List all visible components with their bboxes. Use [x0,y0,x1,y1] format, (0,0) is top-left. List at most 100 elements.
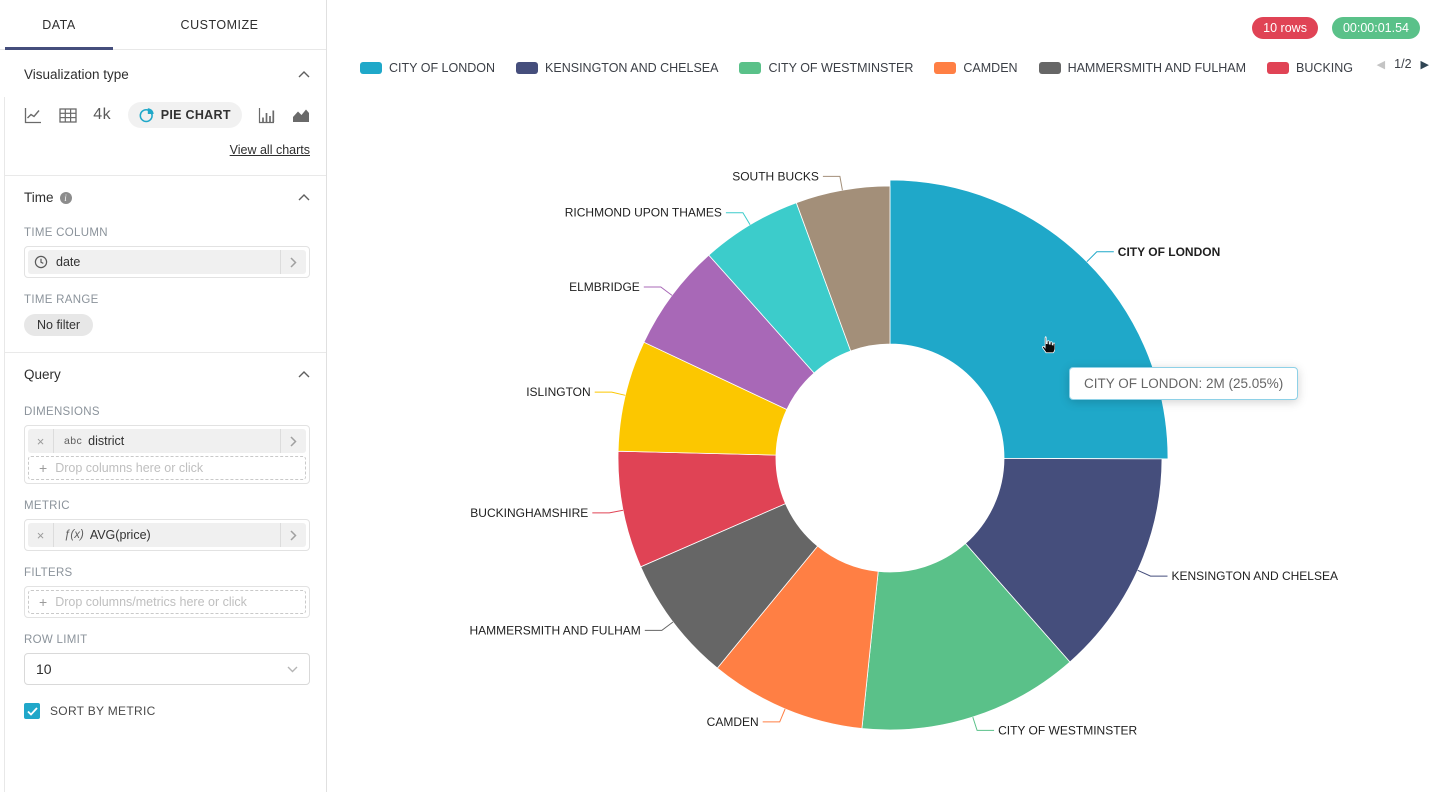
pie-label-line [1137,569,1168,577]
time-section-title: Time [24,190,54,205]
filters-label: FILTERS [24,567,73,579]
chevron-right-icon[interactable] [280,250,306,274]
area-chart-icon[interactable] [292,108,310,123]
table-icon[interactable] [58,107,77,123]
pie-label: BUCKINGHAMSHIRE [470,506,588,520]
remove-icon[interactable]: × [28,429,54,453]
query-status-badges: 10 rows 00:00:01.54 [1252,17,1420,39]
legend-item[interactable]: KENSINGTON AND CHELSEA [516,61,718,75]
clock-icon [28,250,54,274]
row-limit-select[interactable]: 10 [24,653,310,685]
dimension-value: district [88,434,125,448]
dimensions-drop-placeholder: Drop columns here or click [55,461,204,475]
big-number-icon[interactable]: 4k [93,106,112,123]
plus-icon: + [39,594,48,610]
pie-label: CITY OF LONDON [1118,245,1220,259]
metric-value: AVG(price) [89,528,151,542]
legend-swatch [516,62,539,74]
legend-swatch [1038,62,1061,74]
legend-pager: ◀ 1/2 ▶ [1377,57,1429,71]
checkbox-checked-icon[interactable] [24,703,40,719]
chart-tooltip: CITY OF LONDON: 2M (25.05%) [1069,367,1299,400]
legend-swatch [739,62,762,74]
pie-label-line [972,716,995,731]
tab-customize[interactable]: CUSTOMIZE [113,0,326,49]
viz-type-section: Visualization type [0,50,326,175]
legend-swatch [1267,62,1290,74]
control-panel: DATA CUSTOMIZE Visualization type [0,0,327,792]
time-range-filter-pill[interactable]: No filter [24,314,94,336]
tab-data-label: DATA [42,17,76,32]
pie-label-line [822,175,843,191]
query-section: Query DIMENSIONS × abc district + Drop c… [0,353,326,735]
row-limit-label: ROW LIMIT [24,634,88,646]
pie-label: CAMDEN [707,715,759,729]
pie-label-line [725,212,751,226]
tab-data[interactable]: DATA [5,0,113,50]
time-column-value: date [56,255,81,269]
chevron-up-icon[interactable] [298,71,310,78]
row-count-badge: 10 rows [1252,17,1318,39]
pie-slice[interactable] [889,179,1169,460]
metric-avg-price-option[interactable]: × ƒ(x) AVG(price) [28,523,306,547]
sort-by-metric-toggle[interactable]: SORT BY METRIC [24,703,310,719]
chart-legend: CITY OF LONDON KENSINGTON AND CHELSEA CITY… [360,58,1354,78]
plus-icon: + [39,460,48,476]
pie-label-line [762,708,786,723]
chart-container: 10 rows 00:00:01.54 CITY OF LONDON KENSIN… [327,0,1442,792]
legend-label: HAMMERSMITH AND FULHAM [1067,61,1247,75]
pie-chart-icon [139,108,154,123]
pie-label: RICHMOND UPON THAMES [565,206,722,220]
dimensions-control: × abc district + Drop columns here or cl… [24,425,310,484]
time-section: Time i TIME COLUMN date [0,176,326,352]
legend-next-icon[interactable]: ▶ [1420,57,1429,71]
row-limit-value: 10 [36,661,52,677]
view-all-charts-link[interactable]: View all charts [229,143,310,157]
legend-page-indicator: 1/2 [1394,57,1412,71]
dimensions-drop-zone[interactable]: + Drop columns here or click [28,456,306,480]
datasource-panel-border [4,97,5,792]
selected-viz-pie-chart[interactable]: PIE CHART [127,102,242,128]
legend-item[interactable]: HAMMERSMITH AND FULHAM [1038,61,1247,75]
pie-label-line [1086,251,1114,263]
filters-drop-zone[interactable]: + Drop columns/metrics here or click [28,590,306,614]
filters-drop-placeholder: Drop columns/metrics here or click [55,595,247,609]
panel-tab-bar: DATA CUSTOMIZE [0,0,326,50]
column-type-tag: abc [64,435,83,447]
legend-swatch [360,62,382,74]
dimensions-label: DIMENSIONS [24,406,100,418]
legend-item[interactable]: CAMDEN [934,61,1018,75]
remove-icon[interactable]: × [28,523,54,547]
legend-label: CITY OF WESTMINSTER [768,61,914,75]
pie-slice[interactable] [861,542,1071,731]
legend-label: BUCKINGHAMSHIRE [1296,61,1354,75]
pie-chart: CITY OF LONDON KENSINGTON AND CHELSEA CITY… [469,169,1338,737]
hand-cursor [1042,336,1055,354]
chevron-down-icon [287,666,298,672]
legend-item[interactable]: CITY OF WESTMINSTER [739,61,913,75]
chevron-up-icon[interactable] [298,371,310,378]
pie-label: CITY OF WESTMINSTER [998,723,1137,737]
chevron-up-icon[interactable] [298,194,310,201]
bar-chart-icon[interactable] [258,107,275,124]
viz-type-title: Visualization type [24,67,129,82]
dimension-district-option[interactable]: × abc district [28,429,306,453]
legend-item[interactable]: BUCKINGHAMSHIRE [1267,61,1354,75]
chevron-right-icon[interactable] [280,429,306,453]
time-column-label: TIME COLUMN [24,227,108,239]
pie-label-line [644,621,674,631]
legend-swatch [934,62,957,74]
time-column-option[interactable]: date [28,250,306,274]
pie-label: SOUTH BUCKS [732,169,819,183]
line-chart-icon[interactable] [24,107,42,124]
pie-slice[interactable] [964,457,1163,663]
pie-label-line [594,391,626,396]
legend-item[interactable]: CITY OF LONDON [360,61,495,75]
pie-label-line [592,509,624,514]
legend-prev-icon[interactable]: ◀ [1376,57,1386,71]
viz-type-options: 4k PIE CHART [24,102,310,128]
pie-slice[interactable] [795,185,891,352]
chevron-right-icon[interactable] [280,523,306,547]
section-divider [5,175,326,176]
tooltip-text: CITY OF LONDON: 2M (25.05%) [1084,376,1284,391]
